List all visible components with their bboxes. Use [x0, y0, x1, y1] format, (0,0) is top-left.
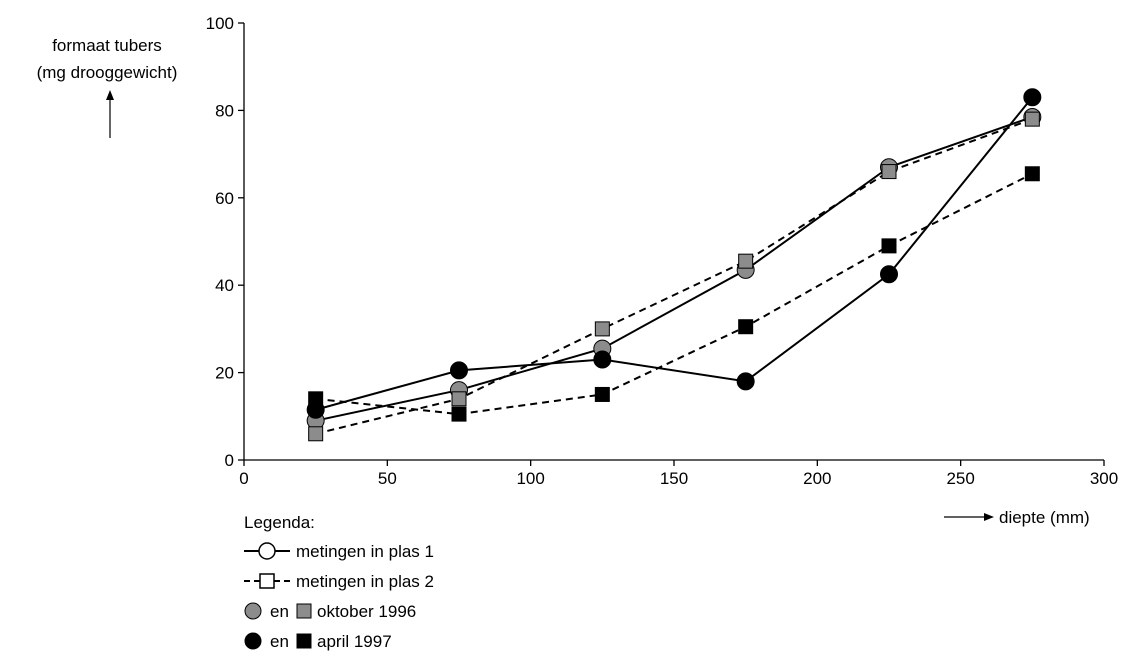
legend-item-april: en april 1997 — [244, 632, 392, 651]
x-axis-label-arrowhead — [984, 513, 994, 521]
x-tick-label: 300 — [1090, 469, 1118, 488]
legend-square-open-marker — [259, 573, 275, 589]
data-point-plas-1-april — [450, 361, 468, 380]
data-point-plas-2-april — [1024, 166, 1040, 182]
legend-label-april: april 1997 — [317, 632, 392, 651]
data-point-plas-2-oktober — [1024, 111, 1040, 127]
legend-label-plas-1: metingen in plas 1 — [296, 542, 434, 561]
series-line-plas-1-april — [315, 96, 1034, 411]
y-tick-label: 40 — [215, 276, 234, 295]
data-point-plas-2-oktober — [594, 321, 610, 337]
x-tick-label: 100 — [516, 469, 544, 488]
data-point-plas-1-april — [736, 372, 755, 391]
y-axis-label-arrowhead — [106, 90, 114, 100]
y-tick-label: 20 — [215, 364, 234, 383]
legend-circle-open-marker — [258, 542, 276, 560]
data-point-plas-2-oktober — [451, 391, 467, 407]
legend-item-plas-1: metingen in plas 1 — [244, 542, 434, 561]
data-point-plas-2-april — [594, 386, 610, 402]
y-tick-label: 100 — [206, 14, 234, 33]
x-tick-label: 50 — [378, 469, 397, 488]
y-axis-label-line-2: (mg drooggewicht) — [37, 63, 178, 82]
legend-item-plas-2: metingen in plas 2 — [244, 572, 434, 591]
legend: Legenda: metingen in plas 1 metingen in … — [244, 513, 434, 651]
legend-circle-oktober-marker — [244, 602, 262, 620]
ticks: 0 50 100 150 200 250 300 0 20 40 60 80 100 — [206, 14, 1119, 488]
data-point-plas-2-april — [738, 319, 754, 335]
data-point-plas-2-oktober — [308, 426, 324, 442]
data-point-plas-2-oktober — [881, 164, 897, 180]
y-tick-label: 0 — [225, 451, 234, 470]
data-point-plas-2-oktober — [738, 253, 754, 269]
legend-circle-april-marker — [244, 632, 262, 650]
data-point-plas-1-april — [1023, 88, 1042, 107]
data-point-plas-1-april — [593, 350, 612, 369]
data-point-plas-2-april — [451, 406, 467, 422]
legend-joiner-oktober: en — [270, 602, 289, 621]
y-tick-label: 60 — [215, 189, 234, 208]
legend-square-oktober-marker — [296, 603, 312, 619]
data-point-plas-2-april — [881, 238, 897, 254]
y-axis-label-line-1: formaat tubers — [52, 36, 162, 55]
data-point-plas-1-april — [880, 265, 898, 284]
x-tick-label: 250 — [946, 469, 974, 488]
legend-square-april-marker — [296, 633, 312, 649]
axis-labels: formaat tubers (mg drooggewicht) diepte … — [37, 36, 1090, 527]
legend-item-oktober: en oktober 1996 — [244, 602, 416, 621]
x-tick-label: 0 — [239, 469, 248, 488]
series-line-plas-2-april — [315, 172, 1033, 416]
x-tick-label: 200 — [803, 469, 831, 488]
x-tick-label: 150 — [660, 469, 688, 488]
legend-label-plas-2: metingen in plas 2 — [296, 572, 434, 591]
series-line-plas-2-oktober — [315, 118, 1033, 435]
legend-label-oktober: oktober 1996 — [317, 602, 416, 621]
data-point-plas-2-april — [308, 391, 324, 407]
legend-title: Legenda: — [244, 513, 315, 532]
series-line-plas-1-oktober — [315, 116, 1033, 422]
x-axis-label: diepte (mm) — [999, 508, 1090, 527]
series-group — [306, 88, 1042, 442]
legend-joiner-april: en — [270, 632, 289, 651]
y-tick-label: 80 — [215, 101, 234, 120]
